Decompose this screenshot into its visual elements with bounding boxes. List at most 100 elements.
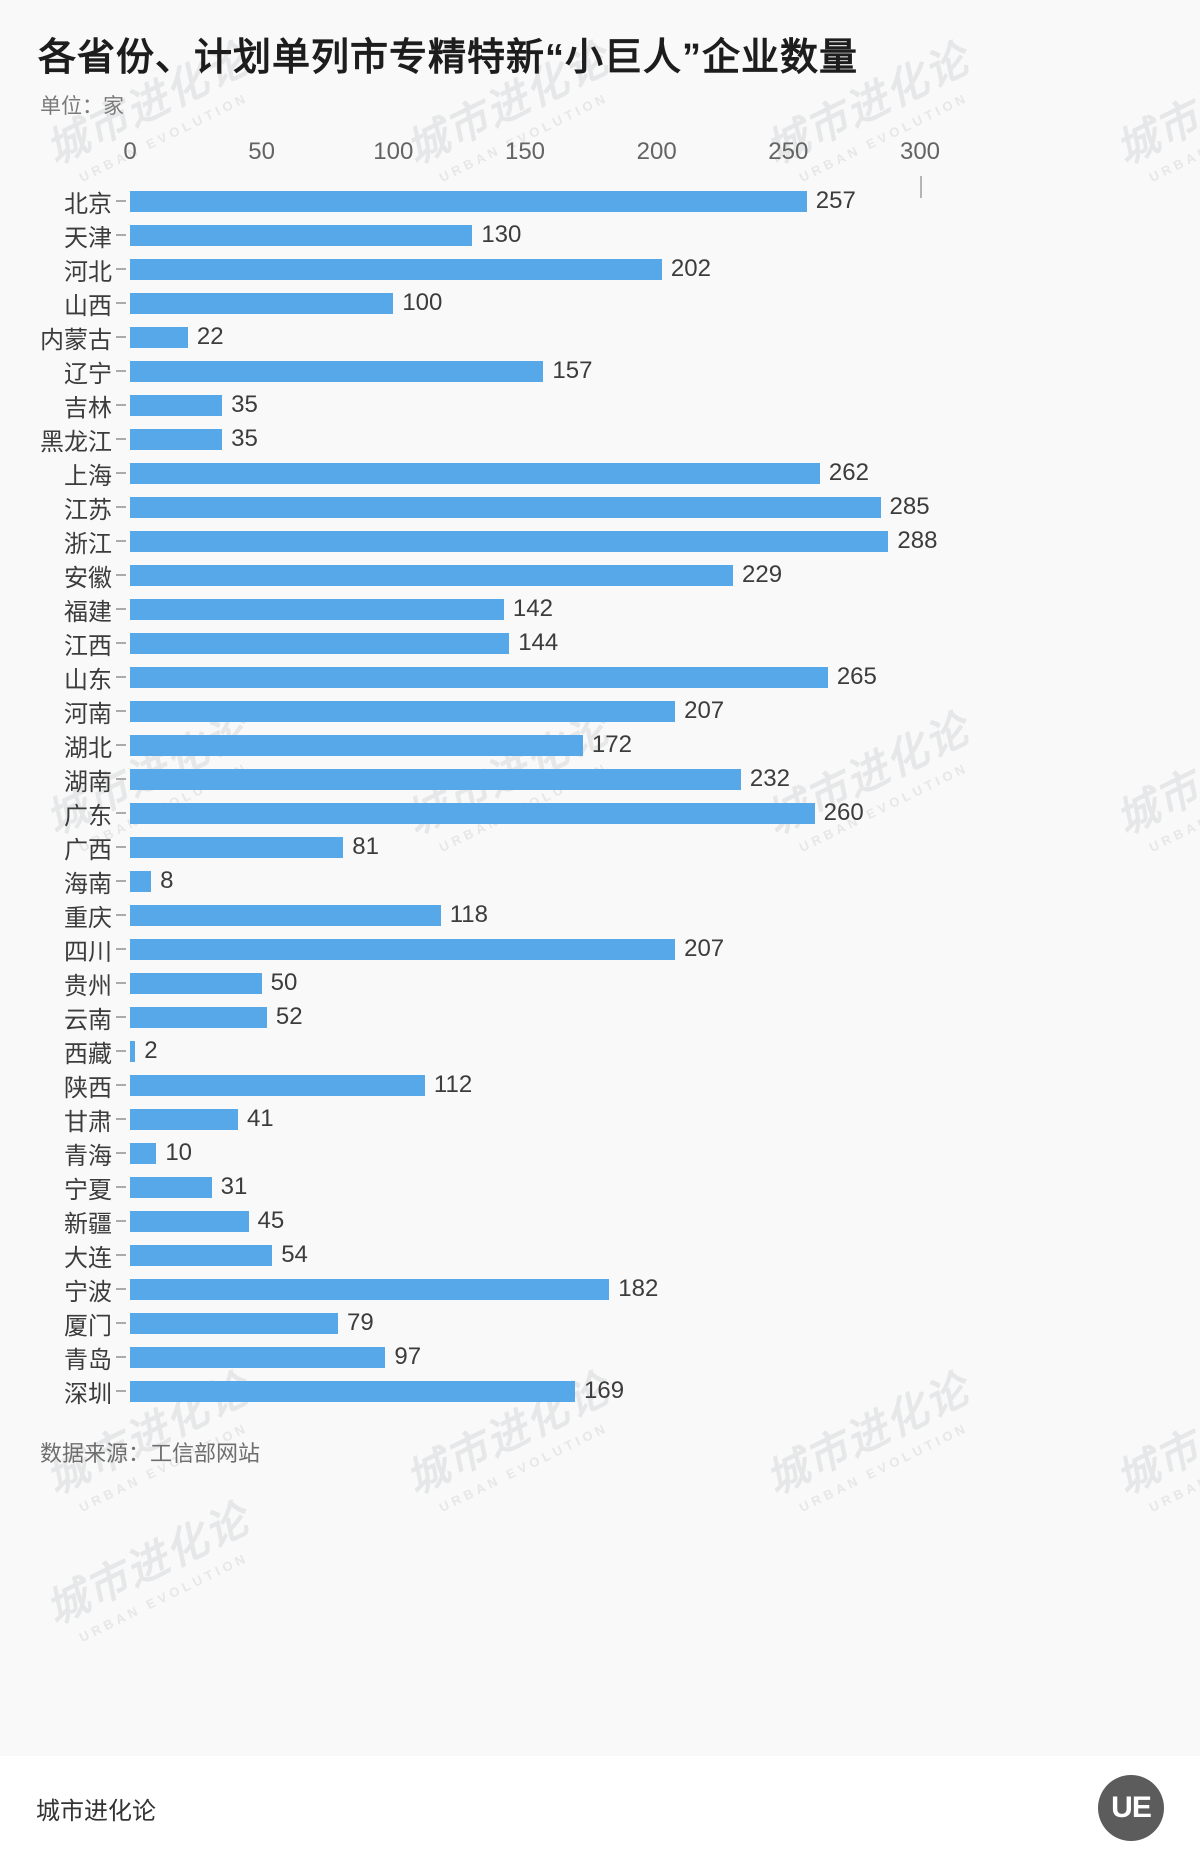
- bar-row: 广东 260: [0, 796, 1200, 830]
- category-label: 贵州: [64, 972, 112, 1000]
- row-tick: [116, 234, 126, 236]
- bar-row: 河北 202: [0, 252, 1200, 286]
- row-tick: [116, 1016, 126, 1018]
- bar-row: 湖南 232: [0, 762, 1200, 796]
- bar: [130, 1142, 157, 1164]
- bar-row: 厦门 79: [0, 1306, 1200, 1340]
- category-label: 天津: [64, 224, 112, 252]
- category-label: 厦门: [64, 1312, 112, 1340]
- value-label: 169: [584, 1377, 625, 1404]
- category-label: 河北: [64, 258, 112, 286]
- bar-row: 大连 54: [0, 1238, 1200, 1272]
- bar: [130, 802, 815, 824]
- value-label: 142: [512, 595, 553, 622]
- row-tick: [116, 574, 126, 576]
- value-label: 172: [591, 731, 632, 758]
- category-label: 四川: [64, 938, 112, 966]
- value-label: 130: [481, 221, 522, 248]
- chart-title: 各省份、计划单列市专精特新“小巨人”企业数量: [38, 37, 859, 79]
- bar-row: 广西 81: [0, 830, 1200, 864]
- footer-brand: 城市进化论: [36, 1797, 156, 1825]
- row-tick: [116, 914, 126, 916]
- x-tick-label: 150: [504, 138, 546, 165]
- bar: [130, 938, 676, 960]
- category-label: 湖北: [64, 734, 112, 762]
- value-label: 35: [231, 391, 258, 418]
- value-label: 54: [281, 1241, 308, 1268]
- bar-row: 四川 207: [0, 932, 1200, 966]
- row-tick: [116, 336, 126, 338]
- bar: [130, 904, 441, 926]
- bar: [130, 1074, 425, 1096]
- bar-row: 天津 130: [0, 218, 1200, 252]
- category-label: 安徽: [64, 564, 112, 592]
- bar: [130, 224, 473, 246]
- category-label: 山东: [64, 666, 112, 694]
- bar: [130, 700, 676, 722]
- bar-row: 北京 257: [0, 184, 1200, 218]
- category-label: 浙江: [64, 530, 112, 558]
- bar: [130, 1278, 610, 1300]
- bar: [130, 972, 262, 994]
- bar-row: 青海 10: [0, 1136, 1200, 1170]
- value-label: 52: [275, 1003, 303, 1030]
- bar-row: 贵州 50: [0, 966, 1200, 1000]
- value-label: 232: [749, 765, 790, 792]
- value-label: 50: [270, 969, 298, 996]
- bar-row: 重庆 118: [0, 898, 1200, 932]
- bar-row: 江西 144: [0, 626, 1200, 660]
- row-tick: [116, 438, 126, 440]
- value-label: 10: [165, 1139, 193, 1166]
- bar-row: 福建 142: [0, 592, 1200, 626]
- category-label: 山西: [64, 292, 112, 320]
- value-label: 288: [897, 527, 938, 554]
- value-label: 22: [196, 323, 224, 350]
- x-tick-label: 100: [373, 138, 414, 165]
- value-label: 31: [220, 1173, 248, 1200]
- bar: [130, 258, 662, 280]
- bar-row: 上海 262: [0, 456, 1200, 490]
- row-tick: [116, 404, 126, 406]
- bar-row: 西藏 2: [0, 1034, 1200, 1068]
- bar: [130, 360, 544, 382]
- row-tick: [116, 1288, 126, 1290]
- category-label: 云南: [64, 1006, 112, 1034]
- category-label: 重庆: [64, 904, 112, 932]
- unit-label: 单位：家: [40, 95, 124, 118]
- bar-row: 内蒙古 22: [0, 320, 1200, 354]
- bar-row: 陕西 112: [0, 1068, 1200, 1102]
- ue-logo-icon: UE: [1098, 1775, 1164, 1841]
- row-tick: [116, 744, 126, 746]
- bar: [130, 292, 394, 314]
- value-label: 118: [449, 901, 488, 928]
- value-label: 207: [684, 935, 725, 962]
- row-tick: [116, 880, 126, 882]
- row-tick: [116, 642, 126, 644]
- bar-row: 山西 100: [0, 286, 1200, 320]
- bar-row: 深圳 169: [0, 1374, 1200, 1408]
- row-tick: [116, 710, 126, 712]
- row-tick: [116, 1084, 126, 1086]
- bar: [130, 1040, 136, 1062]
- value-label: 257: [815, 187, 856, 214]
- value-label: 45: [257, 1207, 285, 1234]
- row-tick: [116, 1152, 126, 1154]
- bar: [130, 530, 889, 552]
- bar: [130, 870, 152, 892]
- bar: [130, 598, 504, 620]
- row-tick: [116, 778, 126, 780]
- bar: [130, 394, 223, 416]
- bar: [130, 190, 807, 212]
- category-label: 青海: [64, 1142, 112, 1170]
- row-tick: [116, 1186, 126, 1188]
- bar-row: 新疆 45: [0, 1204, 1200, 1238]
- category-label: 甘肃: [64, 1108, 112, 1136]
- axis-end-tick: [920, 176, 922, 198]
- value-label: 260: [823, 799, 864, 826]
- x-tick-label: 50: [248, 138, 276, 165]
- bar: [130, 1210, 249, 1232]
- bar: [130, 768, 741, 790]
- bar-row: 云南 52: [0, 1000, 1200, 1034]
